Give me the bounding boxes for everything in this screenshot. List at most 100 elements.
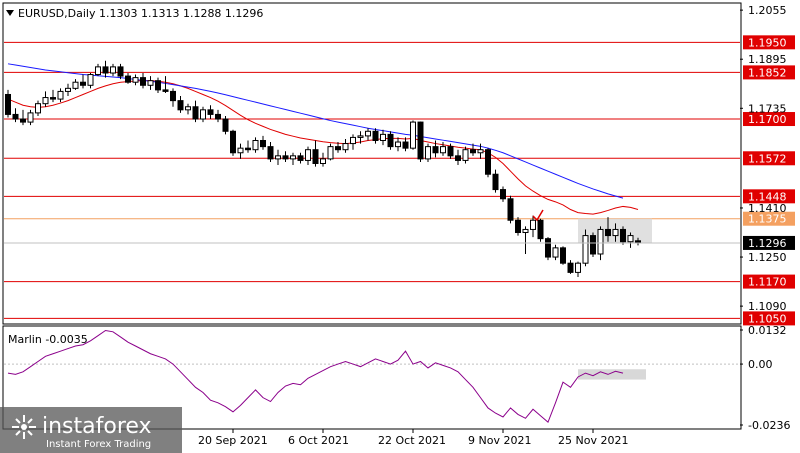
level-price-box: [743, 311, 795, 326]
candle: [515, 217, 521, 236]
candle: [170, 88, 176, 107]
candle: [5, 89, 11, 118]
candle: [387, 131, 394, 150]
candle: [582, 229, 589, 267]
level-price-label: 1.1050: [748, 312, 787, 325]
candle: [320, 152, 326, 167]
candle: [20, 109, 26, 126]
candle: [252, 137, 259, 153]
price-tick-label: 1.1090: [748, 300, 787, 313]
brand-burst-icon: [12, 415, 36, 439]
candle: [290, 152, 296, 166]
candle: [147, 76, 154, 90]
candle: [545, 237, 551, 261]
candle: [12, 108, 19, 123]
candle: [35, 100, 41, 116]
candle: [402, 137, 409, 152]
symbol-header: EURUSD,Daily 1.1303 1.1313 1.1288 1.1296: [18, 7, 263, 20]
candle: [477, 143, 484, 159]
moving-averages: [7, 63, 639, 215]
candle: [50, 89, 56, 103]
candle: [410, 120, 416, 150]
current-price-label: 1.1296: [748, 237, 787, 250]
collapse-triangle-icon[interactable]: [6, 10, 14, 16]
candle: [575, 261, 581, 277]
level-price-box: [743, 211, 795, 226]
candle: [590, 232, 596, 258]
candle: [275, 149, 281, 166]
candle: [27, 109, 34, 126]
brand-backdrop: [0, 407, 182, 453]
date-tick-label: 22 Oct 2021: [378, 434, 446, 447]
candle: [222, 115, 229, 135]
candle: [612, 223, 619, 242]
level-price-label: 1.1700: [748, 113, 787, 126]
marlin-line: [7, 329, 624, 424]
price-axis: 1.2055 1.1895 1.1735 1.1410 1.1250 1.1090 1.12…: [4, 4, 795, 313]
candle: [327, 143, 334, 161]
candle: [455, 149, 461, 166]
candle: [365, 128, 371, 141]
candle: [297, 152, 304, 164]
candle: [282, 151, 289, 162]
candle: [110, 63, 116, 77]
candle: [65, 83, 71, 97]
candle: [237, 143, 244, 159]
price-tick-label: 1.1250: [748, 251, 787, 264]
indicator-pane-border: [2, 325, 742, 430]
candle: [522, 226, 529, 254]
candle: [537, 218, 544, 242]
candle: [530, 215, 536, 238]
candle: [155, 77, 161, 93]
marlin-tick-label: -0.0236: [748, 419, 790, 432]
candle: [260, 135, 266, 150]
candle: [552, 244, 559, 261]
candle: [417, 121, 424, 162]
brand-logo: instaforex Instant Forex Trading: [0, 407, 182, 453]
candle: [230, 129, 236, 156]
ma-blue-line: [7, 63, 624, 199]
level-price-box: [743, 151, 795, 166]
level-price-box: [743, 189, 795, 204]
candle: [605, 217, 611, 242]
candle: [372, 128, 379, 144]
price-tick-label: 1.2055: [748, 4, 787, 17]
current-price-box: [743, 235, 795, 250]
candle: [72, 79, 79, 90]
candle: [207, 105, 214, 120]
candle: [462, 146, 469, 164]
candle: [305, 146, 311, 166]
level-price-label: 1.1170: [748, 276, 787, 289]
candle: [117, 63, 124, 80]
marlin-tick-label: 0.00: [748, 358, 773, 371]
brand-name: instaforex: [42, 414, 152, 439]
candle: [447, 143, 454, 159]
price-tick-label: 1.1895: [748, 53, 787, 66]
candle: [620, 226, 626, 245]
indicator-label: Marlin -0.0035: [8, 333, 88, 346]
date-tick-label: 25 Nov 2021: [558, 434, 628, 447]
date-axis: 20 Sep 2021 6 Oct 2021 22 Oct 2021 9 Nov 20…: [198, 429, 628, 447]
date-tick-label: 6 Oct 2021: [288, 434, 349, 447]
candles: [5, 60, 641, 277]
candle: [335, 142, 341, 153]
candle: [177, 96, 184, 113]
level-price-label: 1.1852: [748, 66, 787, 79]
candle: [507, 195, 514, 224]
candle: [350, 134, 356, 150]
candle: [42, 91, 49, 107]
marlin-highlight: [578, 369, 646, 380]
marlin-pane: 0.0132 0.00 -0.0236: [4, 324, 790, 432]
marlin-tick-label: 0.0132: [748, 324, 787, 337]
brand-tagline: Instant Forex Trading: [46, 439, 151, 450]
candle: [432, 140, 439, 158]
level-price-box: [743, 274, 795, 289]
candle: [395, 137, 401, 152]
candle: [267, 142, 274, 162]
candle: [192, 100, 199, 123]
candle: [57, 88, 64, 103]
candle: [567, 260, 574, 274]
candle: [312, 140, 319, 167]
